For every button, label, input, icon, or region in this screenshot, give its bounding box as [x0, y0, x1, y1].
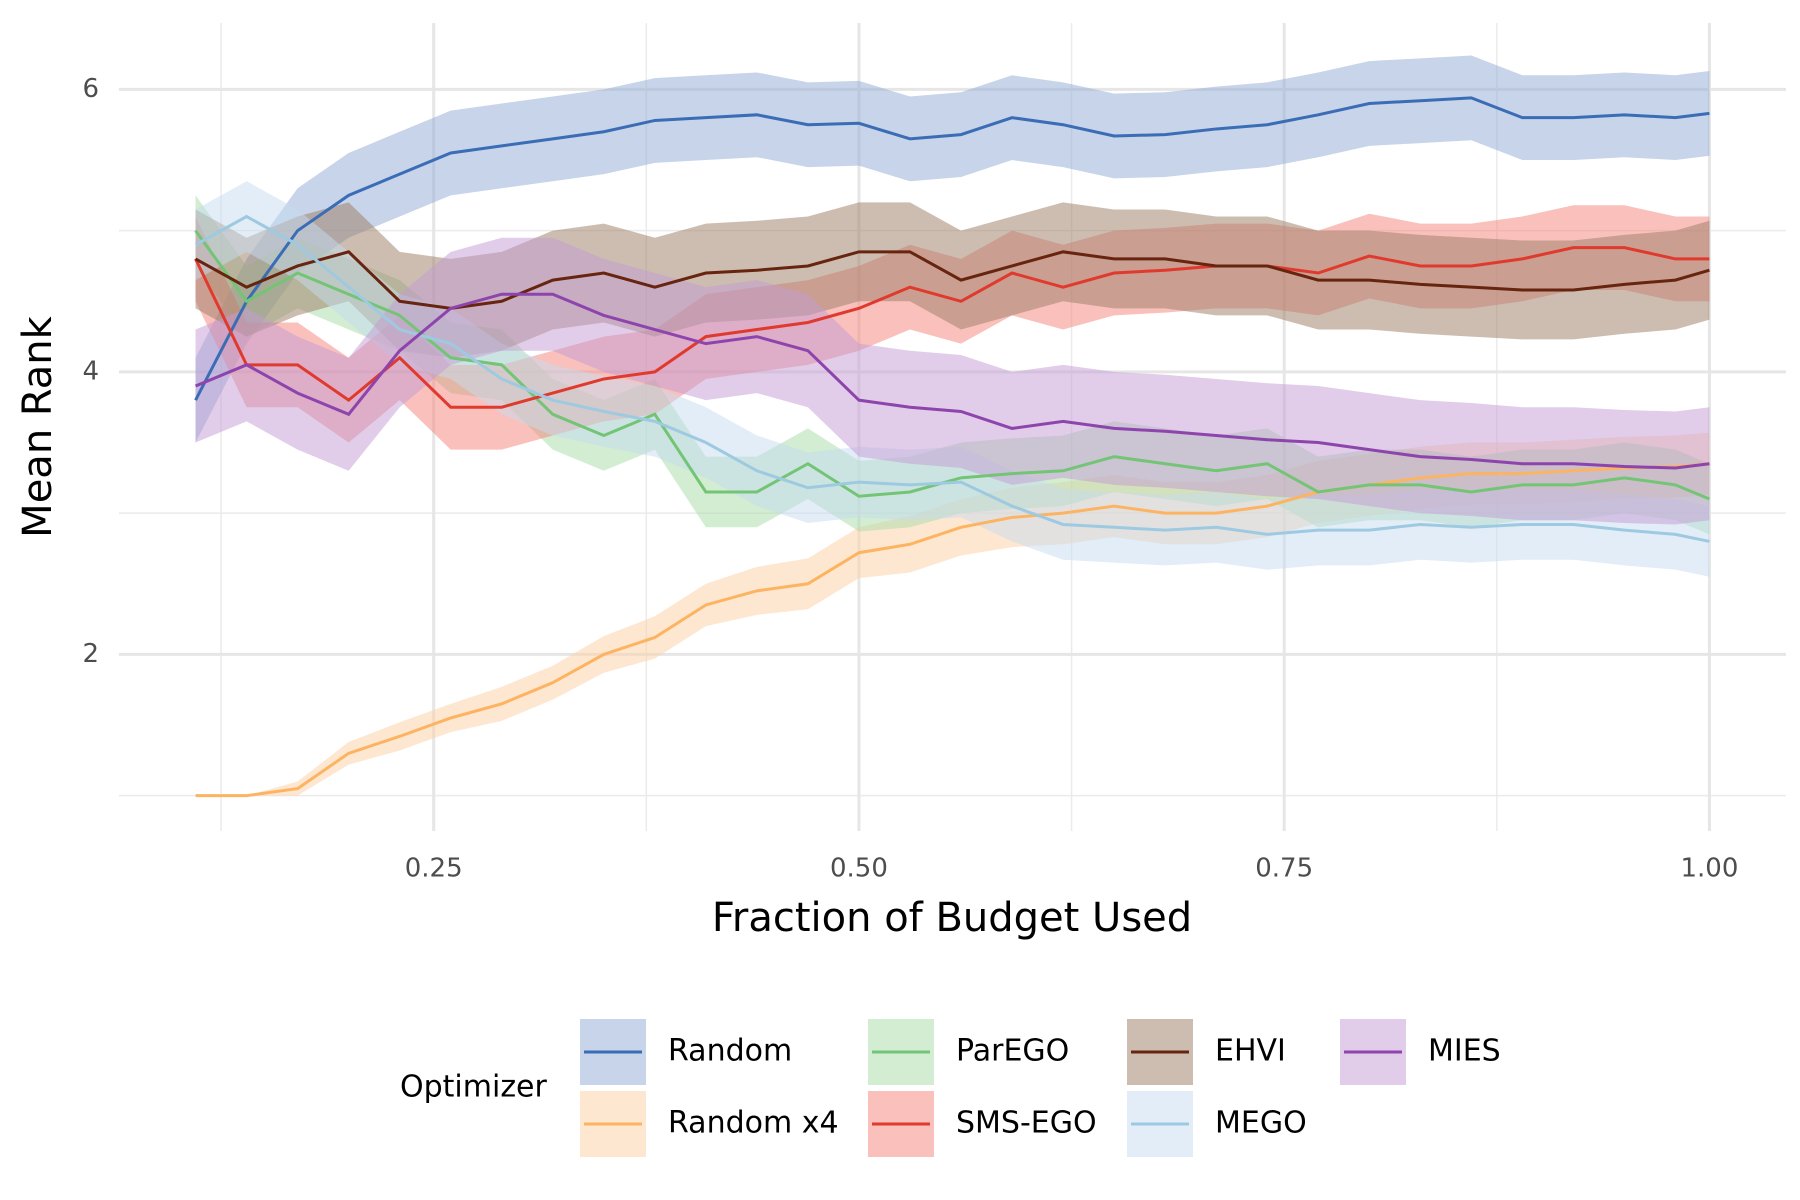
line — [195, 462, 1710, 798]
legend: Random Random x4 ParEGO SMS-EGO EHVI MEGO MIES — [580, 1019, 1501, 1157]
y-tick-label: 2 — [82, 639, 99, 669]
line — [194, 214, 1710, 543]
ribbon — [195, 55, 1710, 443]
y-tick-label: 4 — [82, 356, 99, 386]
x-tick-label: 0.75 — [1255, 854, 1313, 884]
line — [194, 246, 1710, 409]
legend-label: MEGO — [1215, 1106, 1307, 1141]
y-tick-label: 6 — [82, 74, 99, 104]
bands — [195, 55, 1710, 796]
y-axis-title: Mean Rank — [15, 315, 61, 537]
legend-label: ParEGO — [956, 1034, 1069, 1069]
legend-label: EHVI — [1215, 1034, 1286, 1069]
x-tick-label: 0.25 — [405, 854, 463, 884]
x-axis-title: Fraction of Budget Used — [712, 895, 1192, 941]
ribbon — [195, 237, 1710, 525]
legend-label: MIES — [1428, 1034, 1501, 1069]
lines — [194, 96, 1711, 798]
legend-title: Optimizer — [400, 1070, 548, 1105]
line — [194, 96, 1710, 401]
line — [194, 229, 1711, 501]
x-tick-label: 1.00 — [1681, 854, 1739, 884]
legend-label: Random — [668, 1034, 792, 1069]
legend-label: SMS-EGO — [956, 1106, 1097, 1141]
ribbon — [195, 195, 1710, 535]
ribbon — [195, 181, 1710, 577]
legend-label: Random x4 — [668, 1106, 839, 1141]
line — [194, 292, 1710, 470]
x-tick-label: 0.50 — [830, 854, 888, 884]
